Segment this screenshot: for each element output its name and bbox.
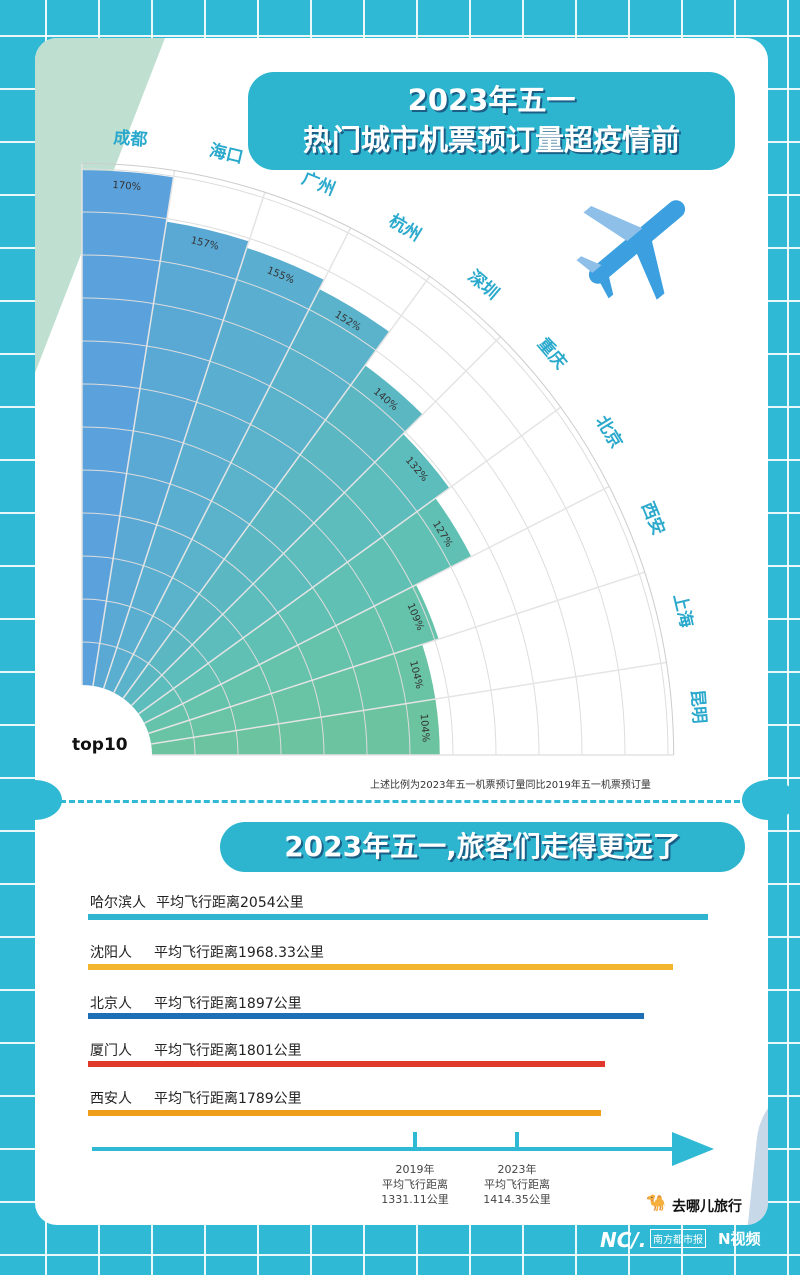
category-label: 广州 xyxy=(299,168,338,200)
grid-spoke xyxy=(113,227,352,693)
notch-left xyxy=(8,780,62,820)
category-label: 杭州 xyxy=(385,210,425,246)
category-label: 上海 xyxy=(669,592,697,630)
camel-logo-icon: 🐪 xyxy=(646,1193,666,1212)
distance-bar xyxy=(88,1013,645,1019)
city-name: 西安人 xyxy=(90,1091,132,1107)
tick-2023 xyxy=(515,1132,519,1148)
grid-outer xyxy=(81,162,675,756)
distance-bar xyxy=(88,964,674,970)
section-title: 2023年五一,旅客们走得更远了 xyxy=(220,822,745,872)
city-name: 哈尔滨人 xyxy=(90,895,146,911)
bar-广州 xyxy=(103,247,325,693)
tick-label-2019: 2019年 平均飞行距离 1331.11公里 xyxy=(355,1162,475,1207)
distance-row-label: 北京人 平均飞行距离1897公里 xyxy=(90,993,302,1013)
tick-text: 平均飞行距离 xyxy=(382,1178,448,1191)
city-name: 厦门人 xyxy=(90,1043,132,1059)
distance-row-label: 哈尔滨人 平均飞行距离2054公里 xyxy=(90,892,304,912)
bar-昆明 xyxy=(151,699,440,755)
distance-bar xyxy=(88,1061,606,1067)
distance-text: 平均飞行距离1968.33公里 xyxy=(154,945,324,961)
arrow-icon xyxy=(672,1132,714,1166)
nvideo-logo: N视频 xyxy=(718,1230,761,1248)
divider xyxy=(60,800,740,803)
category-label: 昆明 xyxy=(686,689,709,724)
distance-row-label: 西安人 平均飞行距离1789公里 xyxy=(90,1088,302,1108)
tick-value: 1331.11公里 xyxy=(381,1193,449,1206)
bar-北京 xyxy=(138,498,472,724)
notch-right xyxy=(742,780,796,820)
grid-spoke xyxy=(92,170,176,686)
tick-year: 2019年 xyxy=(395,1163,435,1176)
tick-value: 1414.35公里 xyxy=(483,1193,551,1206)
grid-spoke xyxy=(130,336,501,707)
tick-2019 xyxy=(413,1132,417,1148)
value-label: 104% xyxy=(418,713,431,742)
tick-year: 2023年 xyxy=(497,1163,537,1176)
radial-chart: 170%成都157%海口155%广州152%杭州140%深圳132%重庆127%… xyxy=(81,127,709,756)
nandu-logo: NC/. xyxy=(600,1228,647,1252)
distance-row-label: 沈阳人 平均飞行距离1968.33公里 xyxy=(90,942,324,962)
bar-杭州 xyxy=(113,289,390,699)
category-label: 北京 xyxy=(591,412,627,452)
value-label: 170% xyxy=(112,180,141,193)
distance-text: 平均飞行距离1897公里 xyxy=(154,996,302,1012)
qunar-logo: 去哪儿旅行 xyxy=(672,1199,742,1215)
grid-spoke xyxy=(138,406,562,715)
category-label: 深圳 xyxy=(464,266,503,304)
grid-spoke xyxy=(151,661,667,745)
tick-label-2023: 2023年 平均飞行距离 1414.35公里 xyxy=(457,1162,577,1207)
city-name: 北京人 xyxy=(90,996,132,1012)
distance-bar xyxy=(88,914,708,920)
grid-spoke xyxy=(102,192,266,689)
bar-上海 xyxy=(148,644,436,745)
distance-axis xyxy=(92,1147,692,1151)
nandu-name: 南方都市报 xyxy=(650,1229,706,1248)
tick-text: 平均飞行距离 xyxy=(484,1178,550,1191)
title-line2: 热门城市机票预订量超疫情前 xyxy=(302,123,680,157)
grid-spoke xyxy=(144,485,610,724)
decor-blob xyxy=(742,1078,768,1225)
page-title: 2023年五一 热门城市机票预订量超疫情前 xyxy=(248,72,735,170)
distance-bar xyxy=(88,1110,601,1116)
category-label: 海口 xyxy=(207,140,245,168)
chart-note: 上述比例为2023年五一机票预订量同比2019年五一机票预订量 xyxy=(370,780,651,791)
bar-西安 xyxy=(144,584,439,734)
distance-text: 平均飞行距离1789公里 xyxy=(154,1091,302,1107)
grid-spoke xyxy=(122,275,431,699)
grid-spoke xyxy=(148,571,645,735)
category-label: 重庆 xyxy=(533,334,571,373)
title-line1: 2023年五一 xyxy=(407,83,576,117)
distance-row-label: 厦门人 平均飞行距离1801公里 xyxy=(90,1040,302,1060)
distance-text: 平均飞行距离2054公里 xyxy=(156,895,304,911)
airplane-icon xyxy=(576,200,686,300)
bar-重庆 xyxy=(131,433,450,714)
distance-text: 平均飞行距离1801公里 xyxy=(154,1043,302,1059)
category-label: 西安 xyxy=(637,499,669,538)
category-label: 成都 xyxy=(113,127,149,151)
top10-label: top10 xyxy=(72,735,128,755)
bar-海口 xyxy=(92,221,249,689)
bar-深圳 xyxy=(123,365,423,706)
city-name: 沈阳人 xyxy=(90,945,132,961)
